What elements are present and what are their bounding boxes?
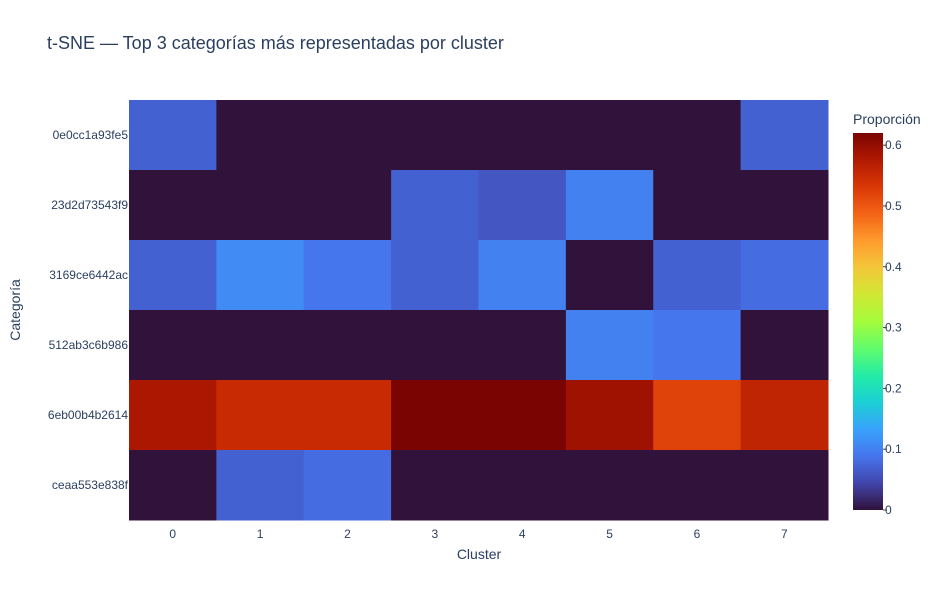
heatmap-cell xyxy=(216,100,305,171)
heatmap-cell xyxy=(303,170,392,241)
colorbar-tick-label: 0.6 xyxy=(885,138,902,152)
heatmap-cell xyxy=(216,380,305,451)
heatmap-cell xyxy=(565,240,654,311)
colorbar-tick-label: 0.3 xyxy=(885,321,902,335)
heatmap-cell xyxy=(129,100,217,171)
heatmap-cell xyxy=(478,100,567,171)
y-tick-label: 3169ce6442ac xyxy=(49,268,128,282)
heatmap-cell xyxy=(653,380,742,451)
heatmap-cell xyxy=(740,380,829,451)
heatmap-cell xyxy=(740,100,829,171)
colorbar-tick-label: 0.4 xyxy=(885,260,902,274)
heatmap-cell xyxy=(565,100,654,171)
heatmap-cell xyxy=(129,380,217,451)
heatmap-cell xyxy=(303,100,392,171)
colorbar-title: Proporción xyxy=(853,111,921,127)
x-axis-title: Cluster xyxy=(456,546,502,562)
heatmap-cell xyxy=(303,310,392,381)
x-axis-ticks: 0 1 2 3 4 5 6 7 xyxy=(169,527,788,541)
colorbar-tick-label: 0.2 xyxy=(885,381,902,395)
x-tick-label: 2 xyxy=(344,527,351,541)
heatmap-cell xyxy=(478,310,567,381)
heatmap-cell xyxy=(391,170,479,241)
colorbar-tick-label: 0.5 xyxy=(885,199,902,213)
heatmap-cell xyxy=(391,310,479,381)
heatmap-cell xyxy=(478,170,567,241)
chart-title: t-SNE — Top 3 categorías más representad… xyxy=(47,33,504,53)
heatmap-cell xyxy=(653,310,742,381)
heatmap-cell xyxy=(216,310,305,381)
heatmap-cell xyxy=(740,240,829,311)
x-tick-label: 6 xyxy=(694,527,701,541)
x-tick-label: 4 xyxy=(519,527,526,541)
x-tick-label: 1 xyxy=(257,527,264,541)
heatmap-cell xyxy=(478,450,567,521)
x-tick-label: 3 xyxy=(431,527,438,541)
heatmap-cell xyxy=(216,240,305,311)
colorbar-tick-label: 0 xyxy=(885,503,892,517)
heatmap-cell xyxy=(129,170,217,241)
heatmap-cell xyxy=(391,100,479,171)
heatmap-cell xyxy=(740,310,829,381)
heatmap-cell xyxy=(303,240,392,311)
heatmap-cell xyxy=(653,170,742,241)
heatmap-cell xyxy=(478,380,567,451)
heatmap-cell xyxy=(391,380,479,451)
y-tick-label: 0e0cc1a93fe5 xyxy=(53,128,129,142)
heatmap-cell xyxy=(740,450,829,521)
heatmap-cell xyxy=(129,310,217,381)
heatmap-cell xyxy=(565,380,654,451)
heatmap-cell xyxy=(653,450,742,521)
x-tick-label: 0 xyxy=(169,527,176,541)
heatmap-cell xyxy=(129,240,217,311)
heatmap-cell xyxy=(740,170,829,241)
y-tick-label: 23d2d73543f9 xyxy=(51,198,128,212)
colorbar-gradient xyxy=(853,133,883,510)
x-tick-label: 7 xyxy=(781,527,788,541)
heatmap-cell xyxy=(391,450,479,521)
heatmap-cell xyxy=(653,240,742,311)
heatmap-cell xyxy=(565,310,654,381)
heatmap-cell xyxy=(216,170,305,241)
heatmap-cell xyxy=(391,240,479,311)
colorbar: 0 0.1 0.2 0.3 0.4 0.5 0.6 xyxy=(853,133,902,517)
y-tick-label: 512ab3c6b986 xyxy=(49,338,129,352)
y-tick-label: ceaa553e838f xyxy=(52,478,129,492)
heatmap-cell xyxy=(216,450,305,521)
y-tick-label: 6eb00b4b2614 xyxy=(48,408,128,422)
heatmap-cells xyxy=(129,100,829,521)
heatmap-cell xyxy=(653,100,742,171)
x-tick-label: 5 xyxy=(606,527,613,541)
heatmap-cell xyxy=(303,450,392,521)
colorbar-tick-label: 0.1 xyxy=(885,442,902,456)
heatmap-cell xyxy=(478,240,567,311)
y-axis-ticks: 0e0cc1a93fe5 23d2d73543f9 3169ce6442ac 512a… xyxy=(48,128,129,492)
heatmap-cell xyxy=(565,450,654,521)
heatmap-cell xyxy=(303,380,392,451)
heatmap-cell xyxy=(565,170,654,241)
heatmap-cell xyxy=(129,450,217,521)
